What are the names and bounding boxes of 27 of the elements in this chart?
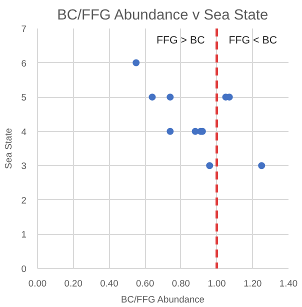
- y-tick-label: 1: [21, 230, 27, 240]
- point: [206, 162, 214, 170]
- x-tick-label: 1.00: [208, 278, 226, 288]
- x-tick-label: 1.40: [279, 278, 298, 288]
- y-tick-label: 0: [21, 264, 27, 274]
- y-tick-label: 3: [21, 161, 27, 172]
- point: [148, 94, 156, 101]
- y-tick-label: 4: [21, 126, 27, 137]
- y-tick-label: 2: [21, 195, 27, 206]
- x-tick-label: 0.80: [172, 278, 190, 288]
- chart-title: BC/FFG Abundance v Sea State: [57, 8, 268, 24]
- x-tick-label: 0.40: [100, 278, 118, 288]
- x-tick-label: 0.20: [64, 278, 82, 288]
- y-tick-label: 7: [21, 24, 27, 34]
- x-tick-label: 0.60: [136, 278, 154, 288]
- point: [166, 94, 174, 101]
- annotation: FFG > BC: [156, 34, 206, 46]
- point: [132, 59, 140, 66]
- x-axis-title: BC/FFG Abundance: [121, 294, 204, 304]
- y-tick-label: 6: [21, 58, 27, 68]
- x-tick-label: 1.20: [244, 278, 262, 288]
- point: [166, 128, 174, 135]
- point: [258, 162, 266, 170]
- annotation: FFG < BC: [228, 34, 278, 46]
- y-tick-label: 5: [21, 92, 27, 103]
- y-axis-title: Sea State: [3, 128, 14, 169]
- x-tick-label: 0.00: [28, 278, 47, 288]
